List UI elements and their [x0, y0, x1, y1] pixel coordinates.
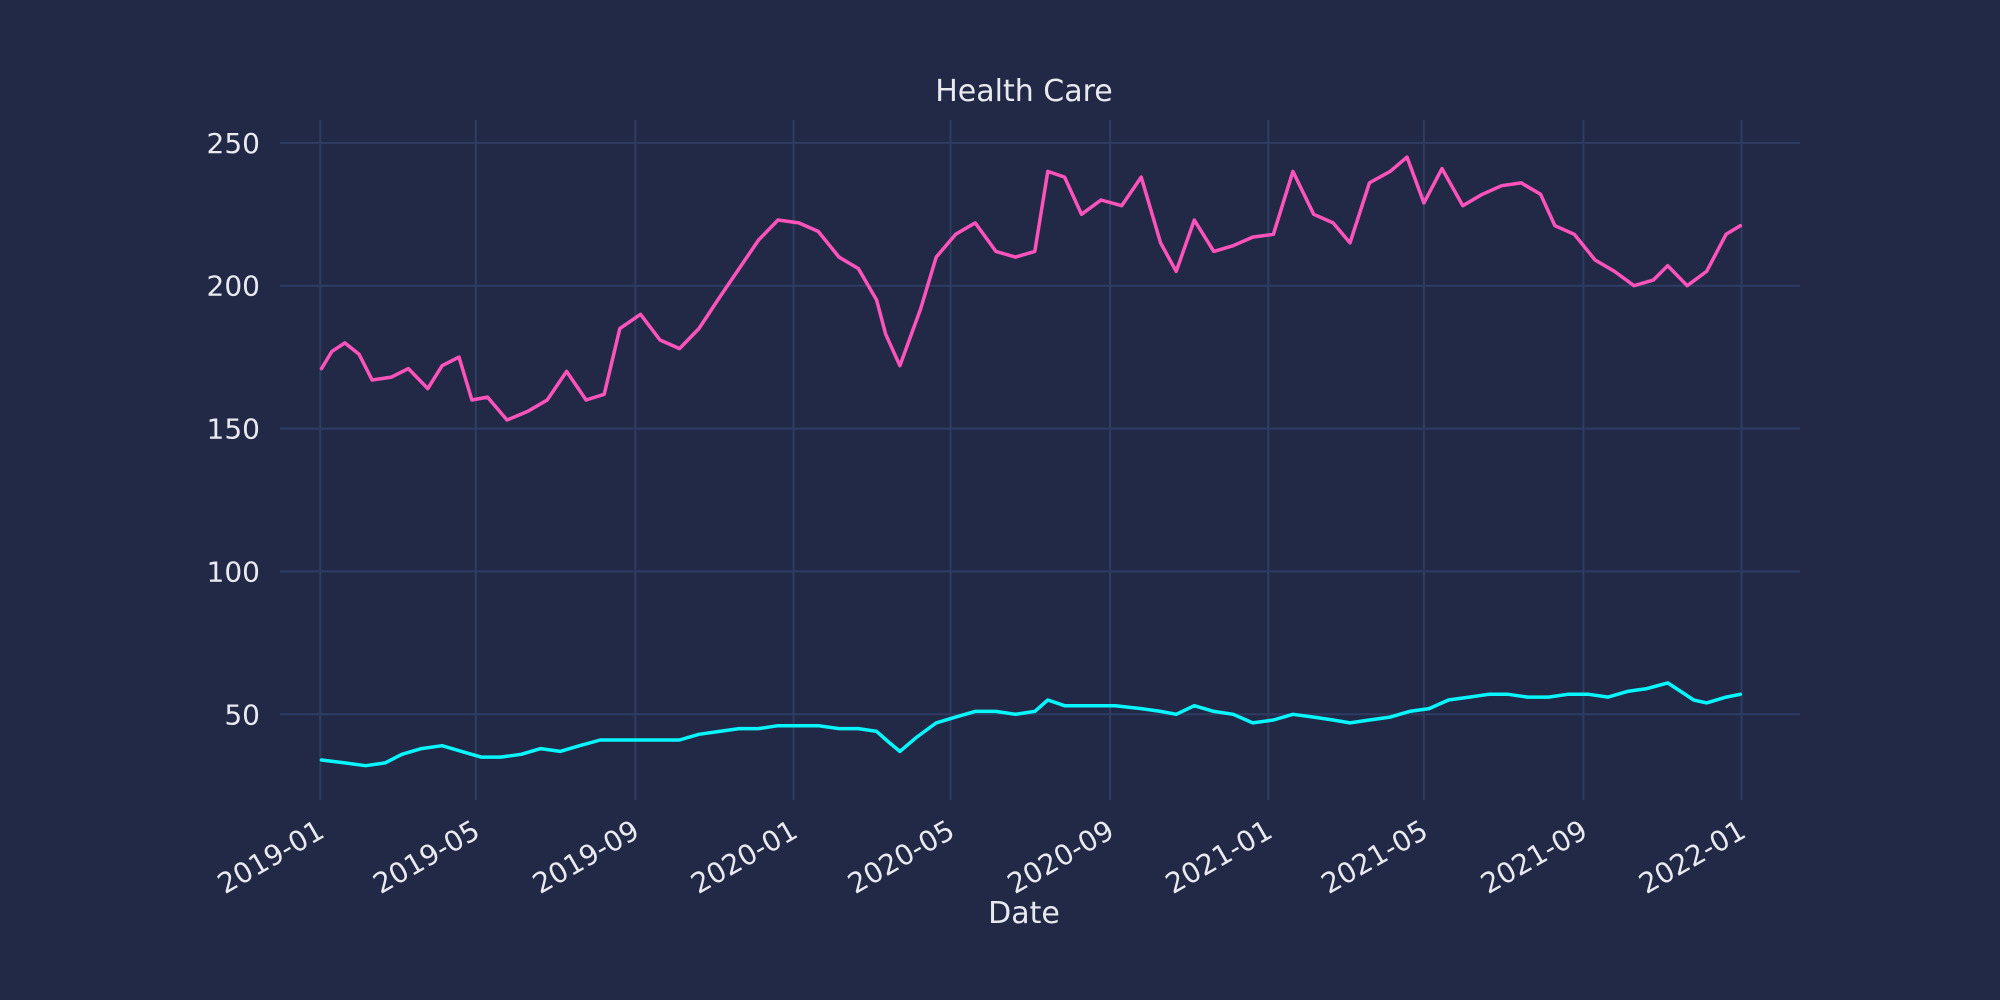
- series-line-1: [319, 155, 1743, 422]
- x-axis-label: Date: [988, 896, 1060, 931]
- y-tick-label: 50: [224, 698, 260, 731]
- series-line-2: [319, 681, 1743, 768]
- y-tick-label: 150: [207, 413, 260, 446]
- grid: [280, 120, 1800, 800]
- y-axis-ticks: 50 100 150 200 250: [207, 127, 260, 731]
- y-tick-label: 250: [207, 127, 260, 160]
- series-group: [319, 155, 1743, 768]
- y-tick-label: 200: [207, 270, 260, 303]
- y-tick-label: 100: [207, 555, 260, 588]
- chart-title: Health Care: [935, 74, 1113, 109]
